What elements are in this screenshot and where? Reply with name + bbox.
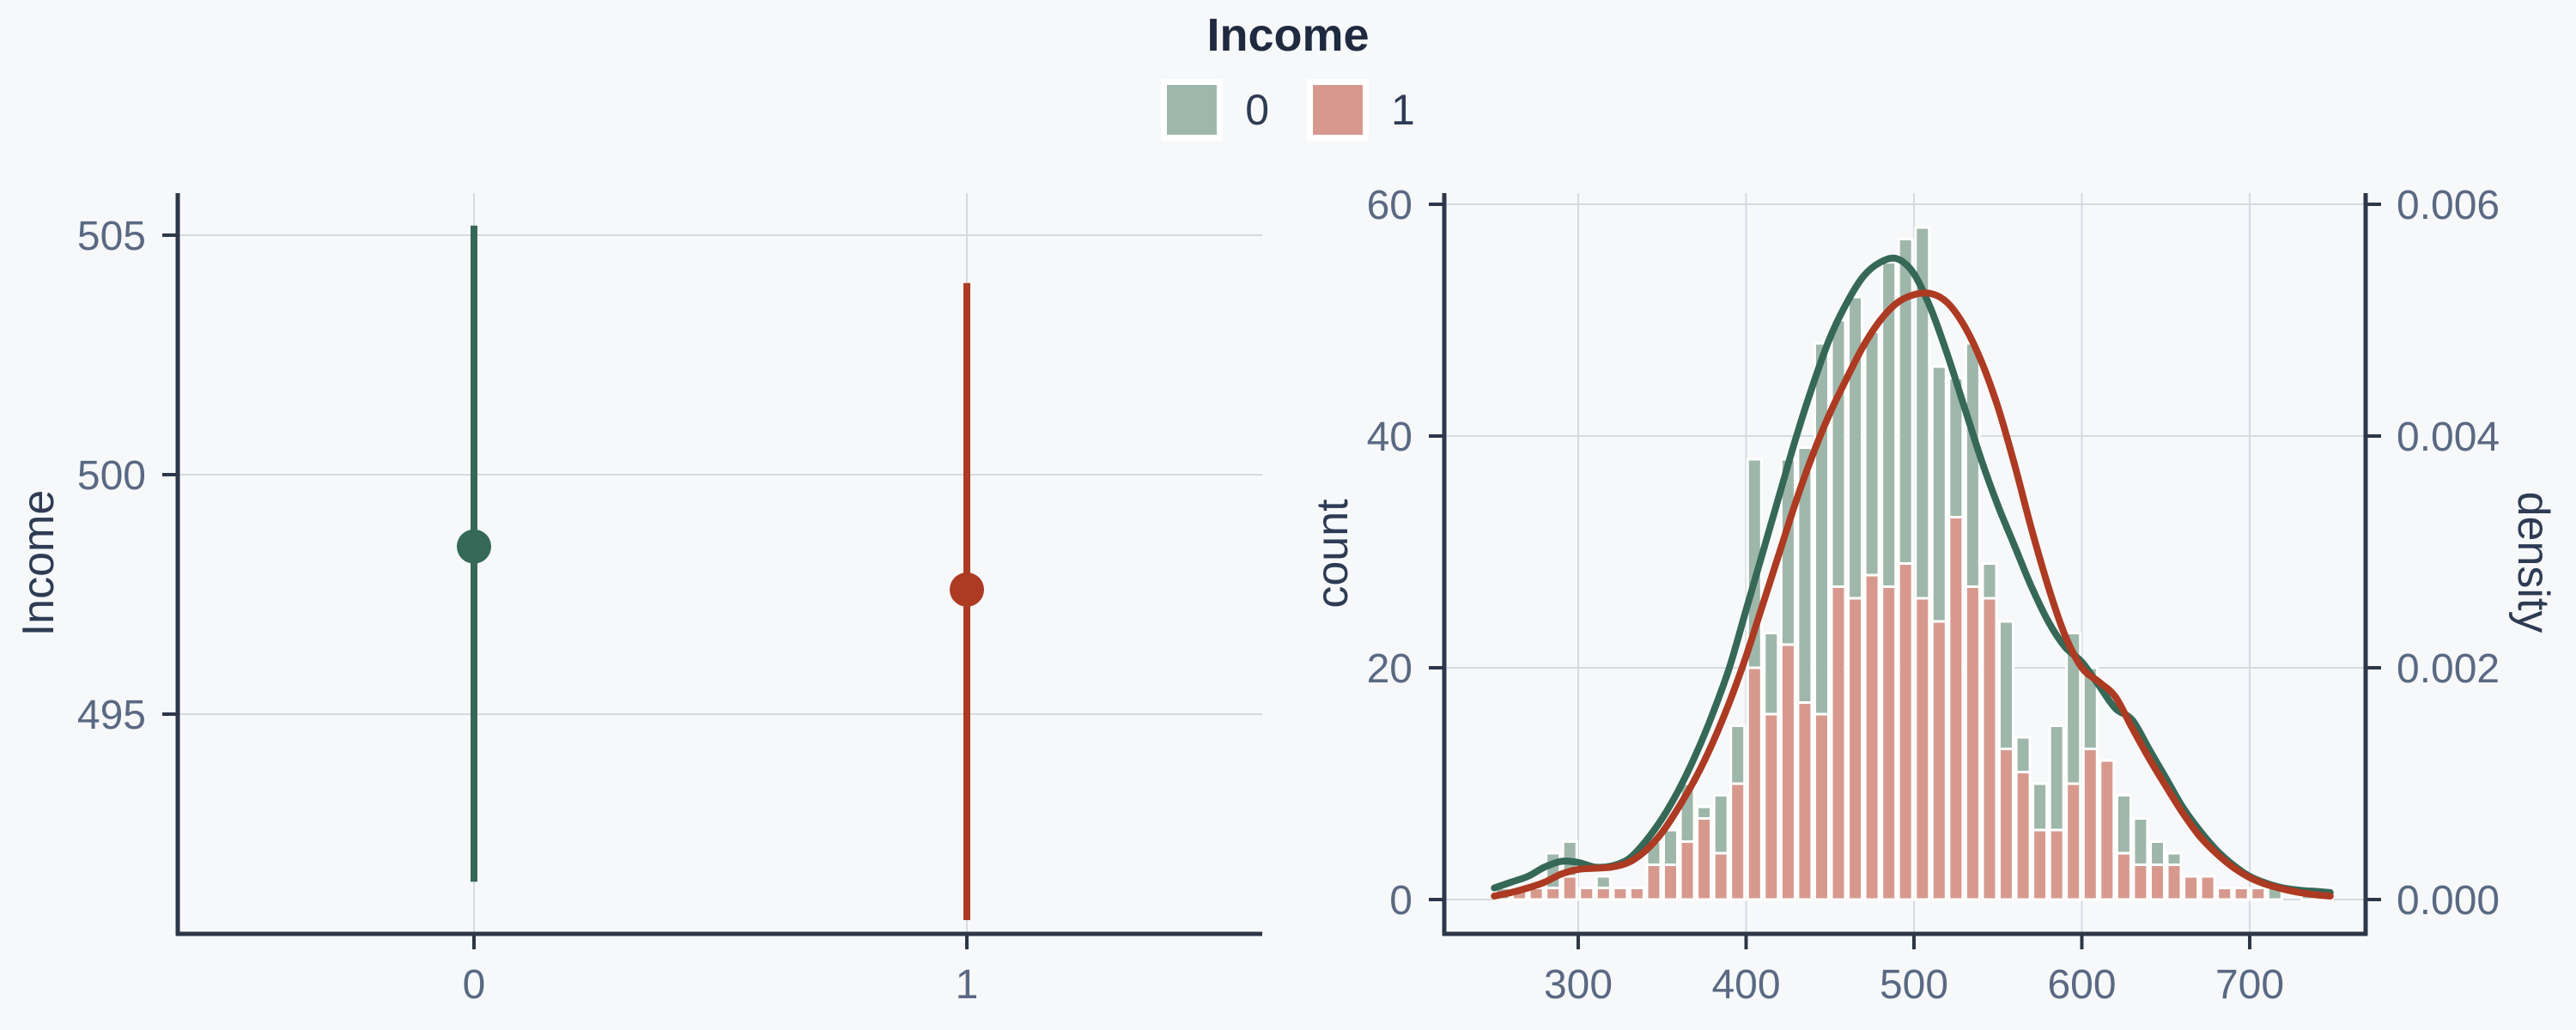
hist-bar-group1-bin475	[1863, 573, 1880, 901]
right-plot-count-tick-label-0: 0	[1389, 878, 1413, 924]
hist-bar-group1-bin615	[2099, 759, 2116, 901]
hist-bar-group1-bin525	[1947, 516, 1965, 901]
left-plot-x-tick-label-0: 0	[463, 962, 486, 1008]
hist-bar-group1-bin555	[1998, 748, 2014, 901]
right-plot-density-tick-label-0.002: 0.002	[2397, 646, 2500, 692]
hist-bar-group1-bin445	[1814, 712, 1830, 901]
hist-bar-group1-bin345	[1645, 863, 1662, 901]
legend-swatch-0	[1161, 79, 1224, 141]
hist-bar-group1-bin705	[2250, 887, 2267, 901]
hist-bar-group1-bin665	[2183, 875, 2200, 901]
hist-bar-group1-bin435	[1796, 701, 1814, 901]
hist-bar-group1-bin695	[2233, 887, 2250, 901]
hist-bar-group1-bin415	[1763, 712, 1780, 901]
hist-bar-group1-bin645	[2149, 863, 2166, 901]
right-plot-x-tick-label-700: 700	[2215, 962, 2284, 1008]
right-plot-x-tick-label-600: 600	[2047, 962, 2116, 1008]
hist-bar-group1-bin335	[1628, 887, 1645, 901]
hist-bar-group1-bin375	[1696, 817, 1713, 901]
left-plot-y-tick-label-505: 505	[77, 214, 146, 259]
kde-curve-group-1	[1491, 289, 2334, 900]
right-plot-count-tick-label-60: 60	[1367, 183, 1413, 228]
left-plot-y-tick-label-495: 495	[77, 693, 146, 738]
legend-swatch-1	[1307, 79, 1369, 141]
legend-item-1: 1	[1307, 79, 1415, 141]
hist-bar-group1-bin425	[1779, 643, 1796, 901]
hist-bar-group1-bin675	[2199, 875, 2216, 901]
right-plot-x-tick-label-300: 300	[1544, 962, 1613, 1008]
right-plot-count-tick-label-20: 20	[1367, 646, 1413, 692]
hist-bar-group1-bin325	[1612, 887, 1629, 901]
right-plot-density-tick-label-0.004: 0.004	[2397, 415, 2500, 460]
hist-bar-group1-bin315	[1595, 887, 1612, 901]
hist-bar-group1-bin655	[2166, 863, 2183, 901]
hist-bar-group1-bin545	[1981, 597, 1998, 901]
hist-bar-group1-bin355	[1662, 863, 1679, 901]
right-plot-density-tick-label-0.006: 0.006	[2397, 183, 2500, 228]
hist-bar-group1-bin385	[1712, 851, 1729, 901]
right-plot-x-tick-label-400: 400	[1711, 962, 1780, 1008]
hist-bar-group1-bin565	[2014, 771, 2032, 901]
right-plot-density-tick-label-0.000: 0.000	[2397, 878, 2500, 924]
legend-title: Income	[1206, 9, 1370, 61]
hist-bar-group1-bin585	[2048, 828, 2065, 901]
hist-bar-group1-bin455	[1830, 585, 1847, 901]
right-plot-density-axis-title: density	[2508, 491, 2558, 633]
hist-bar-group1-bin305	[1578, 887, 1595, 901]
hist-bar-group1-bin365	[1679, 840, 1696, 901]
hist-bar-group1-bin405	[1746, 666, 1763, 901]
right-plot-count-axis-title: count	[1308, 499, 1358, 609]
legend-items: 0 1	[0, 79, 2576, 141]
hist-bar-group1-bin485	[1880, 585, 1898, 901]
hist-bar-group1-bin635	[2132, 863, 2149, 901]
hist-bar-group1-bin515	[1930, 620, 1947, 901]
left-plot-y-axis-title: Income	[14, 489, 64, 637]
legend-label-1: 1	[1391, 86, 1415, 134]
hist-bar-group1-bin625	[2115, 851, 2132, 901]
hist-bar-group1-bin605	[2081, 748, 2099, 901]
point-estimate-group-1	[950, 572, 984, 607]
hist-bar-group1-bin535	[1964, 585, 1981, 901]
hist-bar-group1-bin285	[1545, 887, 1562, 901]
hist-bar-group1-bin685	[2216, 887, 2233, 901]
right-plot-x-tick-label-500: 500	[1880, 962, 1948, 1008]
hist-bar-group1-bin575	[2032, 828, 2049, 901]
right-plot-count-tick-label-40: 40	[1367, 415, 1413, 460]
hist-bar-group1-bin495	[1897, 562, 1914, 901]
legend-item-0: 0	[1161, 79, 1269, 141]
left-plot-x-tick-label-1: 1	[956, 962, 979, 1008]
hist-bar-group1-bin505	[1914, 597, 1931, 901]
hist-bar-group1-bin465	[1847, 597, 1864, 901]
point-estimate-group-0	[457, 529, 491, 564]
legend-label-0: 0	[1245, 86, 1269, 134]
hist-bar-group1-bin295	[1561, 875, 1578, 901]
hist-bar-group1-bin395	[1729, 782, 1747, 901]
hist-bar-group1-bin595	[2065, 782, 2082, 901]
left-plot-y-tick-label-500: 500	[77, 453, 146, 499]
